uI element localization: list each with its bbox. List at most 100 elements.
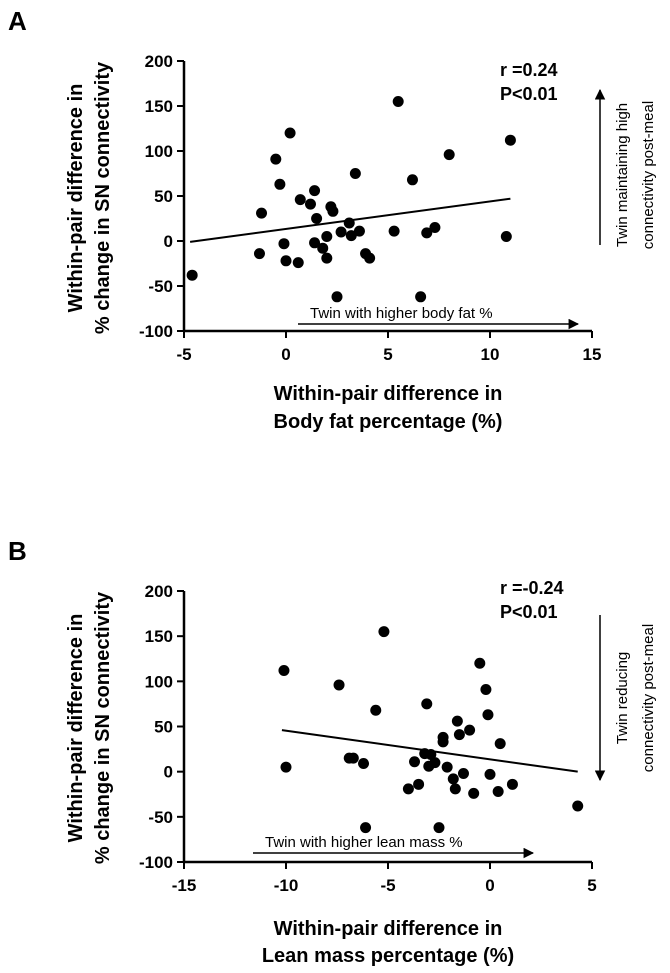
data-point [433,822,445,834]
data-point [402,783,414,795]
data-point [311,213,323,224]
data-point [457,767,469,779]
data-point [482,709,494,721]
stat-label: r =-0.24 [500,578,564,598]
x-tick-label: 15 [583,345,602,364]
y-axis-label-line: % change in SN connectivity [92,61,114,334]
data-point [280,761,292,773]
data-point [413,778,425,790]
y-tick-label: 50 [154,718,173,737]
x-direction-text: Twin with higher body fat % [310,305,493,322]
data-point [321,252,333,264]
x-tick-label: 10 [481,345,500,364]
data-point [309,185,321,197]
stat-label: P<0.01 [500,84,558,104]
y-tick-label: 100 [145,672,173,691]
x-tick-label: 0 [485,876,494,895]
data-point [500,231,512,242]
x-tick-label: -10 [274,876,299,895]
x-direction-text: Twin with higher lean mass % [265,834,463,851]
y-tick-label: 0 [164,763,173,782]
data-point [327,205,339,217]
data-point [506,778,518,790]
y-axis-label-line: Within-pair difference in [65,614,87,843]
data-point [421,698,433,710]
y-axis-label-line: % change in SN connectivity [92,591,114,864]
y-tick-label: 200 [145,52,173,71]
data-point [253,248,265,260]
data-point [353,225,365,237]
data-point [256,207,268,219]
data-point [304,198,316,210]
data-point [494,738,506,750]
data-point [360,822,372,834]
data-point [186,269,198,281]
data-point [358,758,370,770]
data-point [317,242,329,254]
y-tick-label: -50 [148,277,173,296]
data-point [347,752,359,764]
y-axis-label: Within-pair difference in% change in SN … [65,591,114,864]
data-point [309,237,321,249]
data-point [345,230,357,242]
x-tick-label: 5 [587,876,596,895]
y-tick-label: 150 [145,97,173,116]
data-point [331,291,343,303]
data-point [484,768,496,780]
data-point [429,757,441,769]
data-point [284,127,296,139]
y-axis-label: Within-pair difference in% change in SN … [65,61,114,334]
data-point [449,783,461,795]
y-tick-label: -100 [139,853,173,872]
y-tick-label: 150 [145,627,173,646]
stat-label: P<0.01 [500,602,558,622]
data-point [474,657,486,669]
data-point [388,225,400,237]
data-point [451,715,463,727]
y-axis-label-line: Within-pair difference in [65,84,87,313]
y-direction-text-line: Twin reducing [614,652,631,745]
x-tick-label: 0 [281,345,290,364]
y-tick-label: 100 [145,142,173,161]
data-point [321,231,333,242]
data-point [504,134,516,146]
data-point [392,96,404,107]
data-point [343,217,355,229]
x-axis-label-line: Within-pair difference in [274,383,503,405]
data-point [447,773,459,785]
x-axis-label-line: Lean mass percentage (%) [262,945,514,967]
data-point [409,756,421,768]
y-direction-text-line: Twin maintaining high [614,103,631,247]
data-point [437,731,449,743]
data-point [294,194,306,206]
data-point [278,238,290,250]
x-axis-label-line: Body fat percentage (%) [274,411,503,433]
data-point [292,257,304,269]
x-tick-label: -5 [176,345,191,364]
data-point [278,664,290,676]
y-tick-label: 200 [145,582,173,601]
data-point [270,153,282,165]
data-point [468,787,480,799]
data-point [480,683,492,695]
data-point [378,626,390,638]
data-point [349,168,361,179]
y-direction-text-line: connectivity post-meal [640,101,657,249]
y-tick-label: -100 [139,322,173,341]
data-point [364,252,376,264]
panel-label: B [8,536,27,566]
y-tick-label: -50 [148,808,173,827]
y-direction-text-line: connectivity post-meal [640,624,657,772]
data-point [274,178,286,190]
data-point [492,786,504,798]
x-tick-label: -5 [380,876,395,895]
y-tick-label: 0 [164,232,173,251]
panel-label: A [8,6,27,36]
data-point [333,679,345,691]
data-point [406,174,418,186]
data-point [572,800,584,812]
data-point [464,724,476,736]
